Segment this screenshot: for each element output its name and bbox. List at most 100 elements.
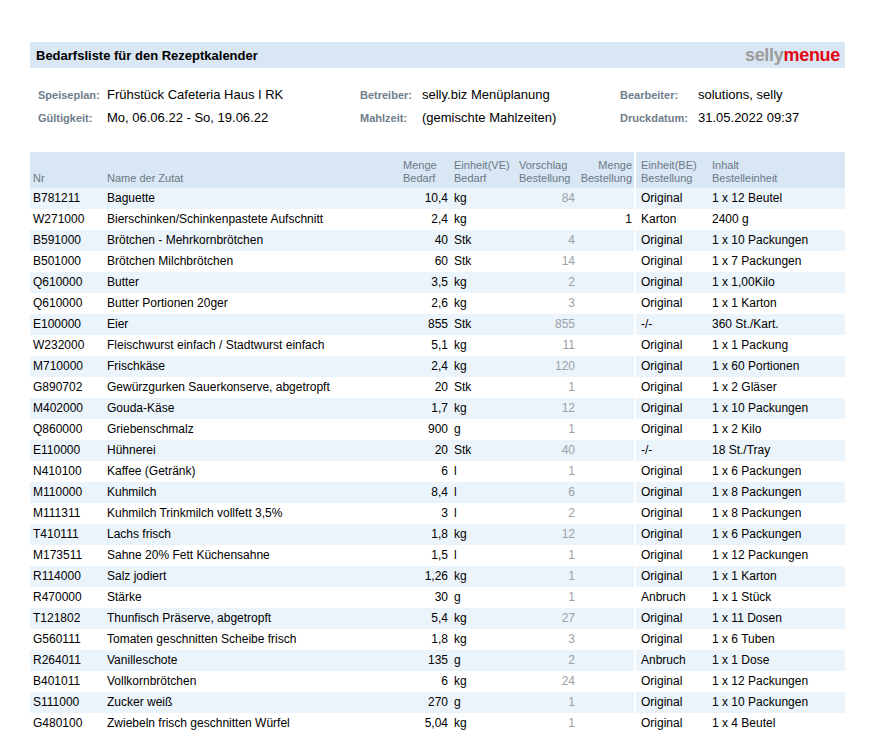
cell-menge_best (580, 524, 635, 545)
cell-einheit_be: Original (635, 188, 708, 209)
cell-menge_bedarf: 30 (400, 587, 450, 608)
logo-selly: selly (745, 45, 784, 65)
cell-inhalt: 1 x 12 Packungen (708, 671, 845, 692)
cell-einheit_ve: kg (450, 293, 515, 314)
cell-menge_bedarf: 1,8 (400, 524, 450, 545)
cell-nr: R264011 (30, 650, 104, 671)
cell-name: Brötchen Milchbrötchen (104, 251, 400, 272)
table-header-row: NrName der ZutatMengeBedarfEinheit(VE)Be… (30, 152, 845, 188)
gueltigkeit-label: Gültigkeit: (30, 112, 107, 124)
cell-name: Salz jodiert (104, 566, 400, 587)
table-row: R470000Stärke30g1Anbruch1 x 1 Stück (30, 587, 845, 608)
cell-inhalt: 1 x 8 Packungen (708, 503, 845, 524)
cell-vorschlag: 2 (515, 503, 580, 524)
cell-menge_bedarf: 40 (400, 230, 450, 251)
cell-menge_best (580, 566, 635, 587)
cell-menge_bedarf: 3 (400, 503, 450, 524)
cell-menge_best (580, 692, 635, 713)
cell-nr: G890702 (30, 377, 104, 398)
meta-row-bearbeiter: Bearbeiter: solutions, selly (620, 87, 845, 110)
cell-inhalt: 1 x 1 Dose (708, 650, 845, 671)
cell-vorschlag: 40 (515, 440, 580, 461)
cell-menge_bedarf: 6 (400, 461, 450, 482)
cell-menge_best (580, 188, 635, 209)
cell-menge_bedarf: 5,1 (400, 335, 450, 356)
column-header-name: Name der Zutat (104, 152, 400, 188)
cell-inhalt: 1 x 12 Packungen (708, 545, 845, 566)
cell-menge_best (580, 440, 635, 461)
cell-vorschlag: 1 (515, 461, 580, 482)
column-header-nr: Nr (30, 152, 104, 188)
cell-einheit_be: Original (635, 356, 708, 377)
cell-nr: T410111 (30, 524, 104, 545)
cell-vorschlag: 14 (515, 251, 580, 272)
cell-inhalt: 1 x 11 Dosen (708, 608, 845, 629)
column-header-einheit_ve: Einheit(VE)Bedarf (450, 152, 515, 188)
cell-einheit_ve: g (450, 587, 515, 608)
cell-nr: G480100 (30, 713, 104, 734)
cell-vorschlag: 27 (515, 608, 580, 629)
table-row: E100000Eier855Stk855-/-360 St./Kart. (30, 314, 845, 335)
table-row: T410111Lachs frisch1,8kg12Original1 x 6 … (30, 524, 845, 545)
cell-inhalt: 1 x 1 Stück (708, 587, 845, 608)
cell-name: Gewürzgurken Sauerkonserve, abgetropft (104, 377, 400, 398)
cell-menge_best (580, 587, 635, 608)
cell-inhalt: 360 St./Kart. (708, 314, 845, 335)
table-row: S111000Zucker weiß270g1Original1 x 10 Pa… (30, 692, 845, 713)
cell-inhalt: 1 x 7 Packungen (708, 251, 845, 272)
cell-einheit_ve: kg (450, 356, 515, 377)
meta-row-gueltigkeit: Gültigkeit: Mo, 06.06.22 - So, 19.06.22 (30, 110, 360, 133)
cell-name: Butter Portionen 20ger (104, 293, 400, 314)
cell-inhalt: 1 x 1 Karton (708, 566, 845, 587)
table-row: M110000Kuhmilch8,4l6Original1 x 8 Packun… (30, 482, 845, 503)
table-row: Q860000Griebenschmalz900g1Original1 x 2 … (30, 419, 845, 440)
cell-nr: R114000 (30, 566, 104, 587)
cell-menge_bedarf: 855 (400, 314, 450, 335)
cell-einheit_be: Original (635, 713, 708, 734)
betreiber-label: Betreiber: (360, 89, 422, 101)
sellymenue-logo: sellymenue (745, 45, 840, 66)
cell-einheit_ve: kg (450, 671, 515, 692)
cell-menge_bedarf: 5,4 (400, 608, 450, 629)
cell-name: Thunfisch Präserve, abgetropft (104, 608, 400, 629)
gueltigkeit-value: Mo, 06.06.22 - So, 19.06.22 (107, 110, 268, 125)
requirements-table: NrName der ZutatMengeBedarfEinheit(VE)Be… (30, 152, 845, 734)
cell-nr: M173511 (30, 545, 104, 566)
cell-inhalt: 1 x 10 Packungen (708, 692, 845, 713)
cell-menge_best (580, 398, 635, 419)
table-row: M111311Kuhmilch Trinkmilch vollfett 3,5%… (30, 503, 845, 524)
cell-menge_bedarf: 2,6 (400, 293, 450, 314)
cell-einheit_be: Original (635, 482, 708, 503)
cell-inhalt: 1 x 8 Packungen (708, 482, 845, 503)
table-row: Q610000Butter Portionen 20ger2,6kg3Origi… (30, 293, 845, 314)
cell-vorschlag: 3 (515, 293, 580, 314)
table-row: R114000Salz jodiert1,26kg1Original1 x 1 … (30, 566, 845, 587)
cell-nr: M402000 (30, 398, 104, 419)
cell-einheit_ve: Stk (450, 251, 515, 272)
cell-menge_bedarf: 1,7 (400, 398, 450, 419)
cell-vorschlag: 24 (515, 671, 580, 692)
cell-vorschlag: 120 (515, 356, 580, 377)
meta-block: Speiseplan: Frühstück Cafeteria Haus I R… (30, 87, 845, 133)
table-row: R264011Vanilleschote135g2Anbruch1 x 1 Do… (30, 650, 845, 671)
cell-nr: S111000 (30, 692, 104, 713)
cell-nr: B591000 (30, 230, 104, 251)
cell-vorschlag: 12 (515, 398, 580, 419)
cell-menge_bedarf: 20 (400, 377, 450, 398)
cell-einheit_be: Anbruch (635, 650, 708, 671)
cell-menge_bedarf: 60 (400, 251, 450, 272)
cell-einheit_ve: l (450, 461, 515, 482)
table-row: B501000Brötchen Milchbrötchen60Stk14Orig… (30, 251, 845, 272)
cell-inhalt: 1 x 6 Packungen (708, 524, 845, 545)
cell-menge_best (580, 671, 635, 692)
cell-einheit_be: Original (635, 377, 708, 398)
cell-einheit_be: Karton (635, 209, 708, 230)
cell-vorschlag: 855 (515, 314, 580, 335)
cell-einheit_ve: kg (450, 713, 515, 734)
druckdatum-label: Druckdatum: (620, 112, 698, 124)
cell-name: Griebenschmalz (104, 419, 400, 440)
cell-vorschlag: 11 (515, 335, 580, 356)
cell-inhalt: 1 x 4 Beutel (708, 713, 845, 734)
cell-nr: W271000 (30, 209, 104, 230)
cell-vorschlag: 84 (515, 188, 580, 209)
